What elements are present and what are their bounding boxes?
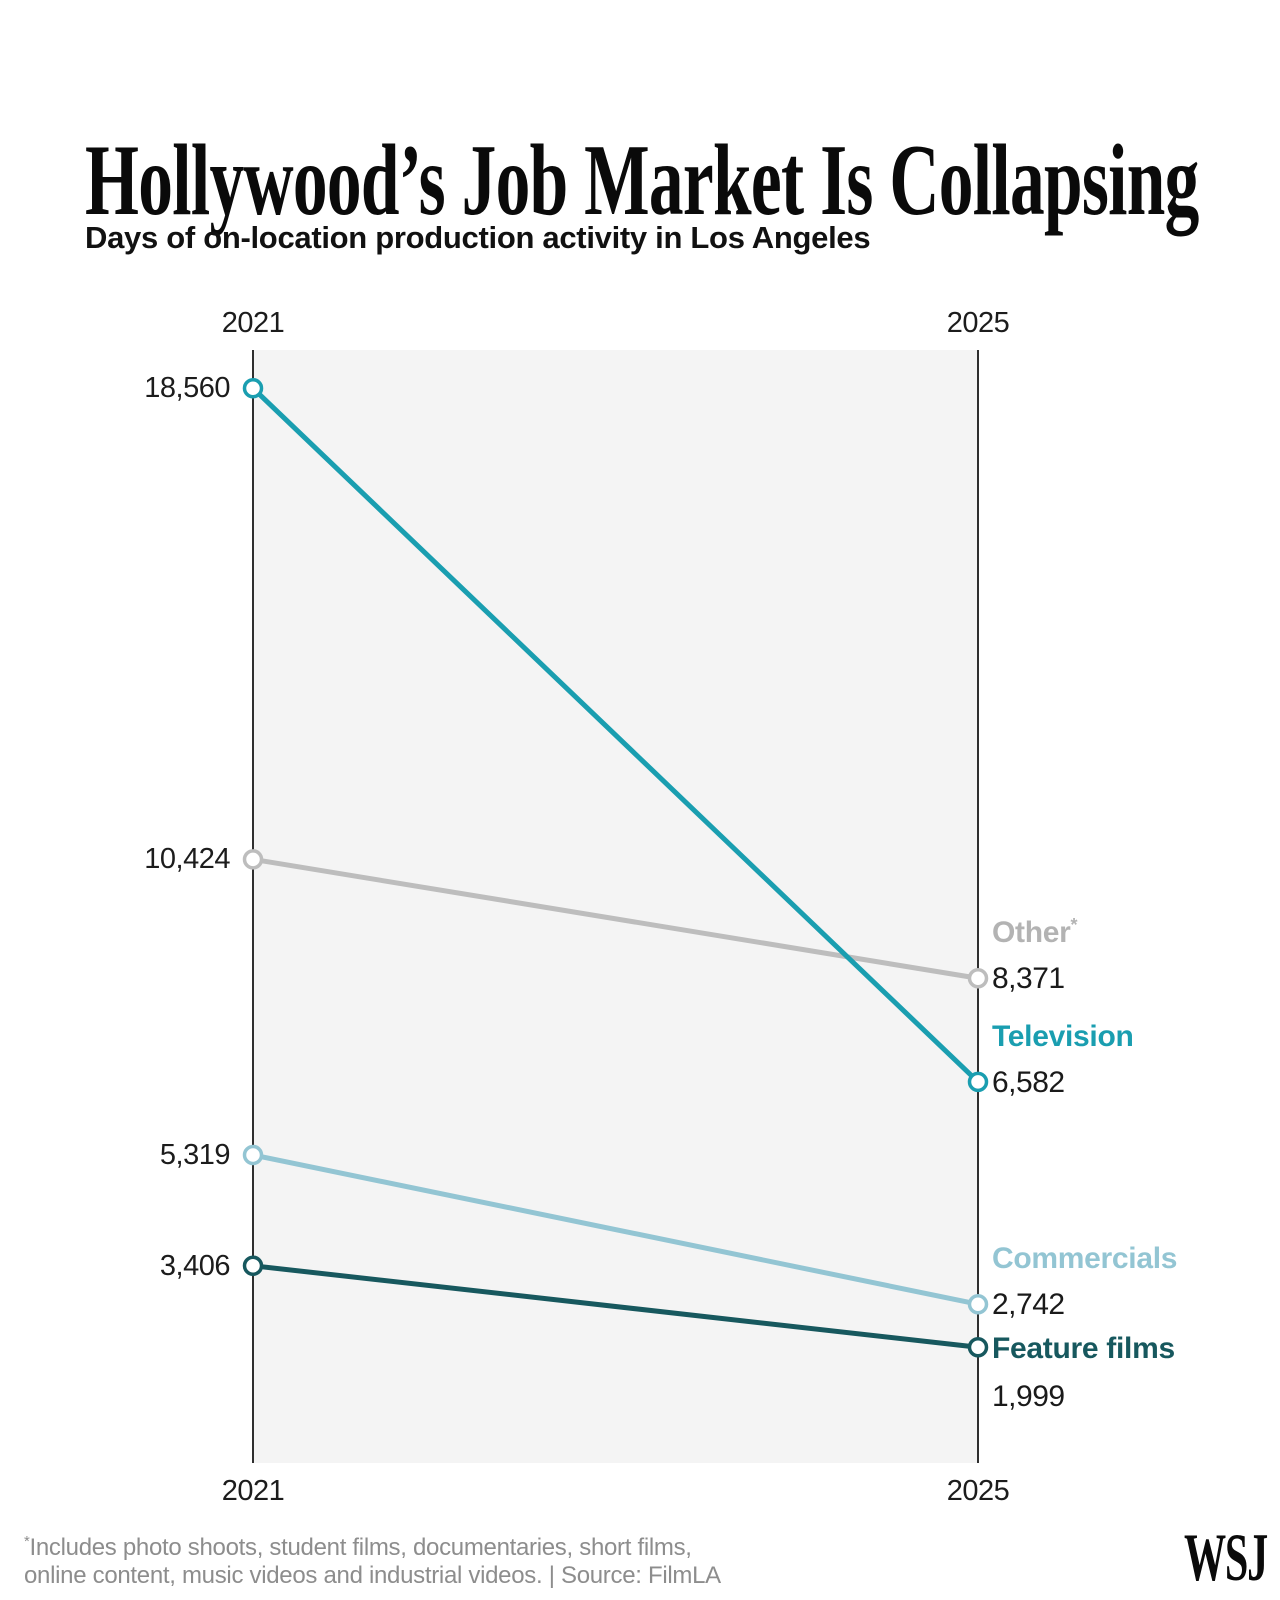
- data-point-commercials-start: [242, 1144, 264, 1166]
- series-label-feature-films: Feature films: [992, 1332, 1175, 1366]
- data-point-feature-films-start: [242, 1255, 264, 1277]
- start-value-label-other: 10,424: [144, 843, 230, 876]
- footnote: *Includes photo shoots, student films, d…: [24, 1534, 721, 1590]
- data-point-other-start: [242, 849, 264, 870]
- chart-subtitle: Days of on-location production activity …: [85, 220, 871, 255]
- series-label-other: Other*: [992, 915, 1078, 950]
- axis-year-label-bottom-2025: 2025: [946, 1475, 1010, 1507]
- data-point-feature-films-end: [967, 1336, 989, 1358]
- end-value-label-other: 8,371: [992, 962, 1065, 996]
- page-title: Hollywood’s Job Market Is Collapsing: [85, 124, 1199, 238]
- axis-year-label-top-2021: 2021: [221, 307, 285, 339]
- axis-year-label-bottom-2021: 2021: [221, 1475, 285, 1507]
- series-line-other: [250, 856, 981, 981]
- series-label-commercials: Commercials: [992, 1242, 1178, 1276]
- end-value-label-television: 6,582: [992, 1065, 1065, 1099]
- data-point-television-start: [242, 377, 264, 399]
- series-line-feature-films: [250, 1263, 981, 1350]
- axis-year-label-top-2025: 2025: [946, 307, 1010, 339]
- start-value-label-television: 18,560: [144, 372, 230, 405]
- data-point-television-end: [967, 1071, 989, 1093]
- start-value-label-feature-films: 3,406: [159, 1249, 231, 1282]
- footnote-line-1: *Includes photo shoots, student films, d…: [24, 1534, 721, 1562]
- end-value-label-commercials: 2,742: [992, 1288, 1065, 1322]
- series-line-television: [250, 385, 981, 1085]
- series-label-television: Television: [992, 1019, 1134, 1053]
- data-point-other-end: [967, 967, 989, 989]
- series-label-asterisk: *: [1070, 915, 1078, 936]
- footnote-asterisk: *: [24, 1534, 30, 1550]
- plot-background: [253, 350, 978, 1463]
- wsj-logo: WSJ: [1184, 1519, 1268, 1595]
- footnote-line-2: online content, music videos and industr…: [24, 1562, 721, 1589]
- data-point-commercials-end: [967, 1293, 989, 1315]
- footnote-text-1: Includes photo shoots, student films, do…: [29, 1534, 692, 1561]
- end-value-label-feature-films: 1,999: [992, 1380, 1065, 1414]
- series-line-commercials: [250, 1152, 981, 1307]
- start-value-label-commercials: 5,319: [159, 1138, 231, 1171]
